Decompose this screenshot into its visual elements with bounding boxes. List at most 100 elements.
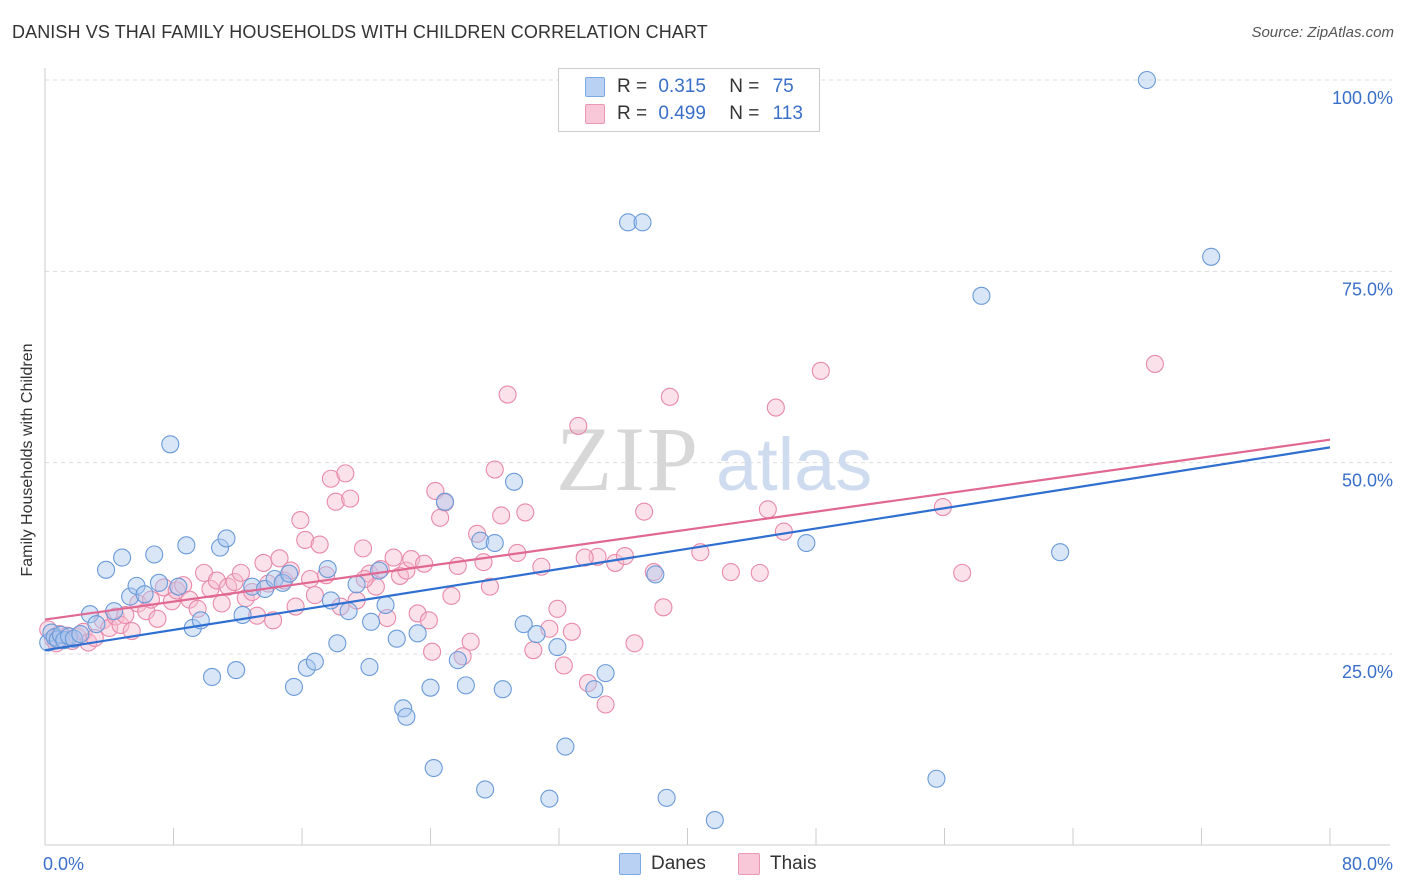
danes-point <box>596 664 615 683</box>
thais-point <box>219 577 238 596</box>
thais-n-label: N = <box>729 103 760 124</box>
danes-point <box>421 678 440 697</box>
thais-point <box>270 549 289 568</box>
danes-point <box>548 638 567 657</box>
thais-point <box>431 508 450 527</box>
x-tick-label-min: 0.0% <box>43 854 84 874</box>
y-tick-label: 25.0% <box>1342 662 1393 682</box>
danes-legend-label: Danes <box>651 853 706 874</box>
danes-trend-line <box>44 446 1331 652</box>
thais-point <box>492 506 511 525</box>
thais-point <box>225 573 244 592</box>
thais-point <box>1145 354 1164 373</box>
danes-point <box>1137 70 1156 90</box>
danes-point <box>424 758 443 778</box>
thais-points <box>39 354 1164 714</box>
thais-point <box>569 416 588 435</box>
thais-r-label: R = <box>617 103 648 124</box>
danes-point <box>161 435 180 454</box>
danes-point <box>169 577 188 596</box>
danes-n-label: N = <box>729 76 760 97</box>
danes-point <box>646 565 665 584</box>
trend-lines <box>44 438 1331 652</box>
y-tick-label: 75.0% <box>1342 279 1393 299</box>
danes-point <box>376 595 395 615</box>
thais-r-value: 0.499 <box>658 103 706 124</box>
danes-point <box>485 533 504 553</box>
thais-point <box>625 634 644 653</box>
danes-point <box>493 680 512 699</box>
thais-n-value: 113 <box>772 103 803 124</box>
watermark-atlas: atlas <box>716 423 872 506</box>
danes-point <box>476 780 495 799</box>
thais-point <box>461 632 480 651</box>
danes-point <box>1202 247 1221 266</box>
danes-point <box>217 529 236 548</box>
x-tick-label-max: 80.0% <box>1342 854 1393 874</box>
thais-legend-swatch <box>738 853 760 875</box>
thais-point <box>419 611 438 630</box>
thais-point <box>231 563 251 582</box>
thais-point <box>660 387 679 406</box>
watermark: ZIP atlas <box>556 408 872 510</box>
y-tick-label: 100.0% <box>1332 88 1393 108</box>
source-note: Source: ZipAtlas.com <box>1251 24 1394 41</box>
thais-point <box>750 563 769 582</box>
danes-point <box>113 548 132 567</box>
danes-point <box>435 492 455 511</box>
danes-point <box>408 624 427 643</box>
danes-point <box>657 788 676 807</box>
danes-point <box>387 629 406 648</box>
thais-point <box>336 464 355 483</box>
danes-point <box>540 789 559 808</box>
thais-point <box>116 605 135 625</box>
legend-danes-text: R = 0.315 N = 75 <box>617 75 794 99</box>
danes-point <box>203 667 222 687</box>
thais-point <box>408 604 427 623</box>
thais-point <box>548 599 567 618</box>
danes-point <box>556 737 575 756</box>
thais-point <box>524 641 543 660</box>
thais-point <box>254 553 273 572</box>
danes-point <box>633 213 652 232</box>
axes <box>44 68 1390 846</box>
thais-point <box>554 656 573 675</box>
thais-legend-label: Thais <box>770 853 817 874</box>
danes-point <box>121 587 140 606</box>
thais-point <box>758 500 777 519</box>
thais-point <box>384 548 403 567</box>
danes-point <box>360 657 379 677</box>
legend-thais-text: R = 0.499 N = 113 <box>617 102 803 126</box>
danes-points <box>39 70 1221 830</box>
danes-point <box>456 676 475 695</box>
danes-point <box>284 677 304 696</box>
thais-point <box>264 611 283 630</box>
danes-point <box>448 651 467 670</box>
danes-point <box>514 615 533 634</box>
danes-point <box>328 634 347 653</box>
danes-point <box>619 213 638 232</box>
danes-point <box>71 625 90 644</box>
y-tick-label: 50.0% <box>1342 471 1393 491</box>
thais-point <box>415 554 434 573</box>
thais-point <box>442 586 461 605</box>
thais-swatch <box>585 104 605 124</box>
danes-point <box>527 625 546 644</box>
thais-point <box>423 642 442 661</box>
thais-point <box>588 547 607 566</box>
danes-point <box>1051 543 1070 562</box>
danes-point <box>211 538 230 557</box>
danes-point <box>370 561 389 580</box>
thais-point <box>300 569 320 589</box>
danes-legend-swatch <box>619 853 641 875</box>
thais-point <box>596 695 615 714</box>
thais-point <box>353 539 373 558</box>
thais-point <box>615 546 634 566</box>
thais-point <box>766 398 785 417</box>
thais-point <box>341 489 360 508</box>
thais-point <box>562 622 581 641</box>
danes-point <box>797 533 816 553</box>
danes-point <box>471 531 490 550</box>
chart-title: DANISH VS THAI FAMILY HOUSEHOLDS WITH CH… <box>12 22 708 42</box>
